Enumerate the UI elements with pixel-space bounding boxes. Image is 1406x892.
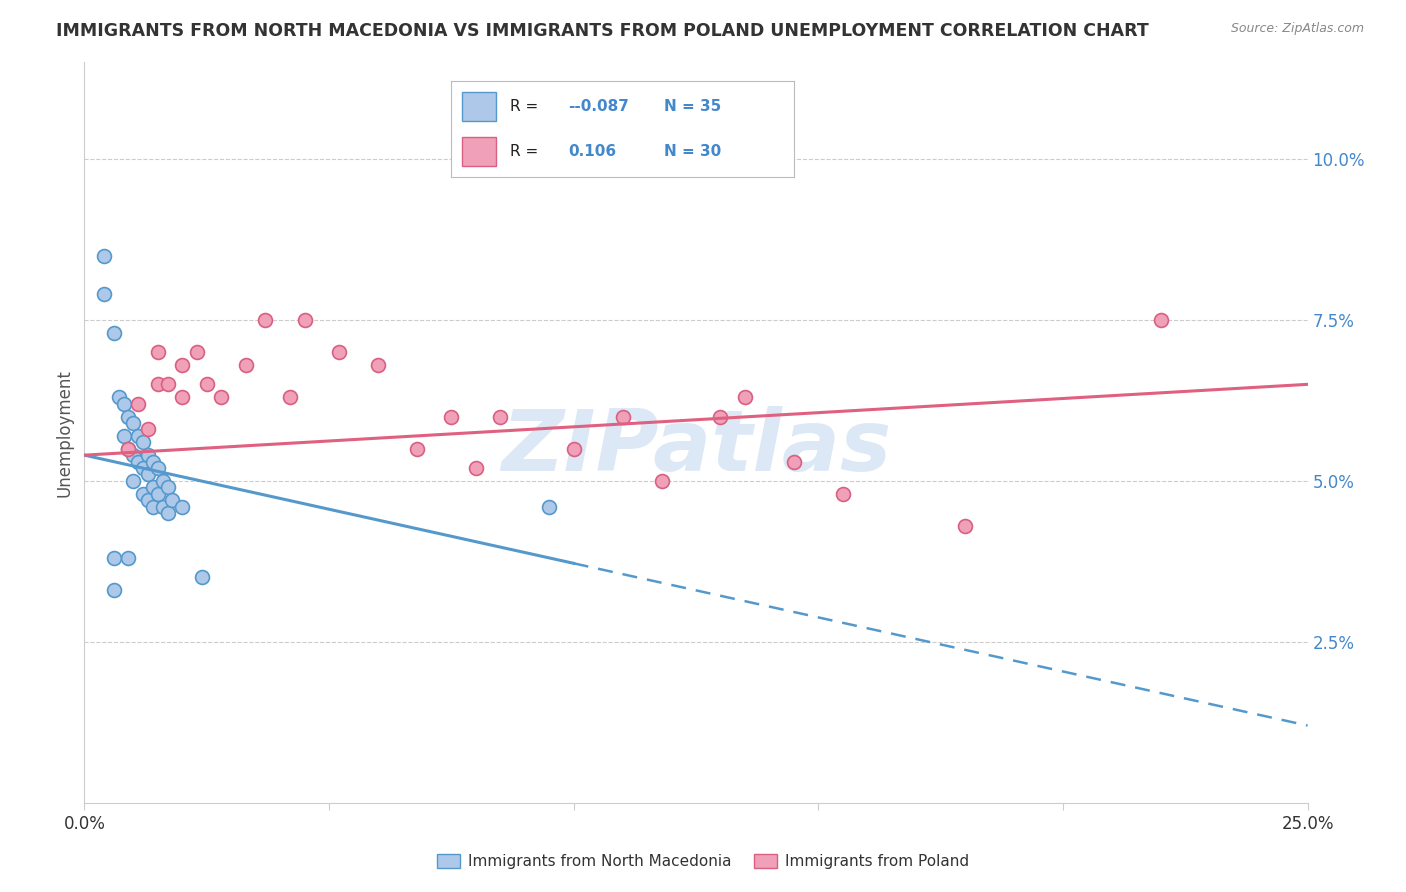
Point [146,345,169,359]
Point [162,493,184,508]
Point [132,487,155,501]
Point [142,480,165,494]
Point [278,390,301,404]
Point [538,500,561,514]
Point [146,377,169,392]
Point [103,583,125,598]
Text: Source: ZipAtlas.com: Source: ZipAtlas.com [1230,22,1364,36]
Point [709,409,731,424]
Point [122,474,145,488]
Point [831,487,853,501]
Point [156,377,179,392]
Point [136,422,159,436]
Point [440,409,463,424]
Point [562,442,585,456]
Text: IMMIGRANTS FROM NORTH MACEDONIA VS IMMIGRANTS FROM POLAND UNEMPLOYMENT CORRELATI: IMMIGRANTS FROM NORTH MACEDONIA VS IMMIG… [56,22,1149,40]
Point [93,249,115,263]
Point [152,500,174,514]
Point [103,551,125,566]
Point [172,500,194,514]
Point [93,287,115,301]
Point [294,313,316,327]
Point [107,390,129,404]
Point [464,461,486,475]
Point [156,480,179,494]
Point [112,429,135,443]
Point [136,467,159,482]
Point [152,474,174,488]
Point [209,390,232,404]
Point [127,397,149,411]
Point [191,570,214,584]
Point [132,435,155,450]
Point [146,461,169,475]
Point [132,461,155,475]
Y-axis label: Unemployment: Unemployment [55,368,73,497]
Point [136,493,159,508]
Legend: Immigrants from North Macedonia, Immigrants from Poland: Immigrants from North Macedonia, Immigra… [432,848,974,875]
Point [117,442,139,456]
Point [122,416,145,430]
Point [953,519,976,533]
Point [406,442,429,456]
Point [136,448,159,462]
Point [117,551,139,566]
Point [103,326,125,340]
Point [235,358,257,372]
Point [142,500,165,514]
Point [142,454,165,468]
Point [254,313,277,327]
Point [127,454,149,468]
Point [328,345,350,359]
Point [156,506,179,520]
Point [651,474,673,488]
Text: ZIPatlas: ZIPatlas [501,406,891,489]
Point [1150,313,1173,327]
Point [122,448,145,462]
Point [117,409,139,424]
Point [783,454,806,468]
Point [146,487,169,501]
Point [612,409,634,424]
Point [489,409,512,424]
Point [117,442,139,456]
Point [734,390,756,404]
Point [195,377,218,392]
Point [127,429,149,443]
Point [112,397,135,411]
Point [172,390,194,404]
Point [186,345,208,359]
Point [172,358,194,372]
Point [367,358,389,372]
